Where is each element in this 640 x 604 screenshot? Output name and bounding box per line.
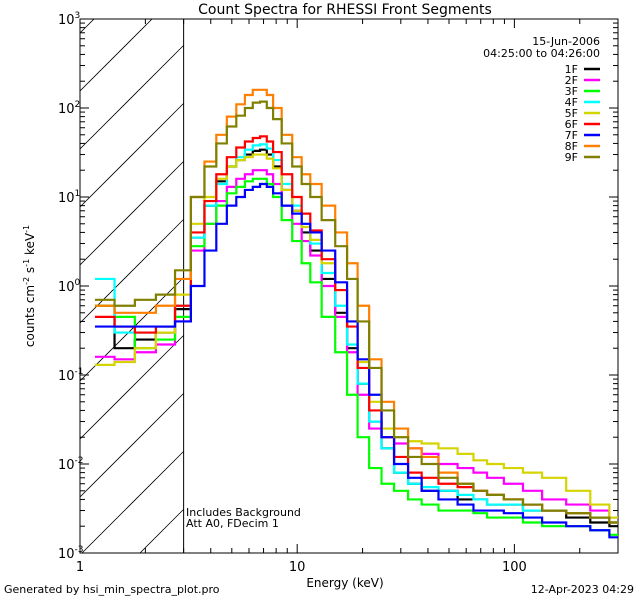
x-tick-label-100: 100 [502,560,527,575]
x-tick-label-10: 10 [289,560,306,575]
y-tick-label: 10-1 [58,367,84,384]
y-axis-label: counts cm-2 s-1 keV-1 [22,225,37,347]
series-line-2F [94,169,618,519]
series-line-7F [94,182,618,539]
annotation-attenuator: Att A0, FDecim 1 [186,517,279,530]
axis-ticks [79,18,619,554]
legend-label-7F: 7F [565,129,578,142]
footer-timestamp: 12-Apr-2023 04:29 [530,583,634,596]
series-lines [94,88,618,539]
x-axis-label: Energy (keV) [306,576,383,590]
y-tick-label: 10-2 [58,456,84,473]
y-tick-labels: 10-3 10-2 10-1 100 101 102 103 [58,11,84,562]
y-tick-label: 100 [58,278,81,295]
legend-label-6F: 6F [565,118,578,131]
chart-time-range: 04:25:00 to 04:26:00 [483,47,600,60]
legend-label-1F: 1F [565,63,578,76]
x-tick-label-1: 1 [76,560,84,575]
hatch-line [80,335,184,440]
series-line-5F [94,153,618,519]
x-tick-labels: 1 10 100 [76,560,527,575]
hatch-line [80,219,184,324]
legend-label-8F: 8F [565,140,578,153]
hatch-line [81,451,184,553]
footer-generated-by: Generated by hsi_min_spectra_plot.pro [4,583,220,596]
hatch-line [80,393,184,498]
y-tick-label: 102 [58,100,80,117]
series-line-8F [94,88,618,524]
legend-label-5F: 5F [565,107,578,120]
hatch-line [139,509,184,553]
legend-label-2F: 2F [565,74,578,87]
chart-date: 15-Jun-2006 [532,35,600,48]
legend-label-9F: 9F [565,151,578,164]
hatch-line [80,19,95,34]
y-tick-label: 101 [58,189,80,206]
series-line-3F [94,177,618,536]
y-tick-label: 10-3 [58,545,84,562]
series-line-9F [94,100,618,524]
annotation-background: Includes Background [186,506,301,519]
hatch-line [80,103,184,208]
legend-label-4F: 4F [565,96,578,109]
chart-title: Count Spectra for RHESSI Front Segments [198,2,492,18]
y-tick-label: 103 [58,11,80,28]
hatch-line [80,161,184,266]
legend-label-3F: 3F [565,85,578,98]
hatch-line [80,19,153,92]
hatch-line [80,45,184,150]
